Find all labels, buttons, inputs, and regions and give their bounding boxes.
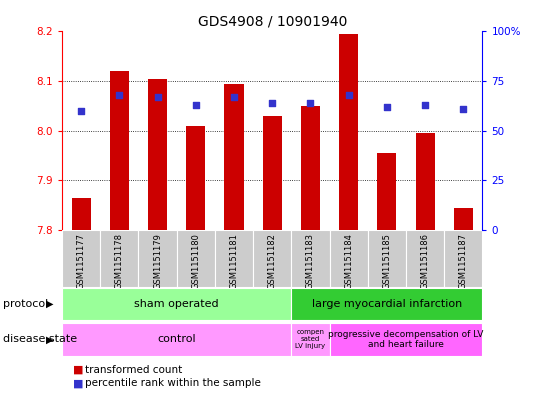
Bar	[416, 133, 434, 230]
Text: compen
sated
LV injury: compen sated LV injury	[295, 329, 326, 349]
Text: GSM1151185: GSM1151185	[382, 233, 391, 288]
Bar	[148, 79, 167, 230]
Text: disease state: disease state	[3, 334, 77, 344]
Text: protocol: protocol	[3, 299, 48, 309]
Text: ■: ■	[73, 378, 83, 388]
Bar	[186, 126, 205, 230]
Bar	[291, 230, 329, 287]
Bar	[62, 288, 291, 320]
Point	[230, 94, 238, 100]
Bar	[110, 71, 129, 230]
Text: GSM1151184: GSM1151184	[344, 233, 353, 288]
Bar	[329, 230, 368, 287]
Bar	[72, 198, 91, 230]
Bar	[301, 106, 320, 230]
Bar	[62, 323, 291, 356]
Point	[153, 94, 162, 100]
Bar	[100, 230, 139, 287]
Bar	[339, 34, 358, 230]
Point	[344, 92, 353, 98]
Text: GSM1151178: GSM1151178	[115, 233, 124, 289]
Bar	[368, 230, 406, 287]
Text: ▶: ▶	[46, 299, 53, 309]
Text: ▶: ▶	[46, 334, 53, 344]
Bar	[329, 323, 482, 356]
Bar	[291, 323, 329, 356]
Point	[383, 104, 391, 110]
Bar	[253, 230, 291, 287]
Title: GDS4908 / 10901940: GDS4908 / 10901940	[197, 15, 347, 29]
Text: percentile rank within the sample: percentile rank within the sample	[85, 378, 261, 388]
Point	[459, 106, 468, 112]
Bar	[291, 288, 482, 320]
Text: ■: ■	[73, 365, 83, 375]
Bar	[406, 230, 444, 287]
Text: GSM1151177: GSM1151177	[77, 233, 86, 289]
Bar	[377, 153, 396, 230]
Text: GSM1151186: GSM1151186	[420, 233, 430, 289]
Text: control: control	[157, 334, 196, 344]
Bar	[177, 230, 215, 287]
Bar	[444, 230, 482, 287]
Point	[421, 102, 430, 108]
Text: GSM1151187: GSM1151187	[459, 233, 468, 289]
Text: sham operated: sham operated	[134, 299, 219, 309]
Bar	[215, 230, 253, 287]
Text: large myocardial infarction: large myocardial infarction	[312, 299, 462, 309]
Point	[268, 100, 277, 106]
Bar	[139, 230, 177, 287]
Text: GSM1151179: GSM1151179	[153, 233, 162, 288]
Bar	[62, 230, 100, 287]
Text: progressive decompensation of LV
and heart failure: progressive decompensation of LV and hea…	[328, 330, 483, 349]
Text: GSM1151182: GSM1151182	[268, 233, 277, 288]
Bar	[454, 208, 473, 230]
Text: GSM1151180: GSM1151180	[191, 233, 201, 288]
Bar	[224, 84, 244, 230]
Bar	[262, 116, 282, 230]
Point	[77, 108, 85, 114]
Point	[115, 92, 123, 98]
Text: GSM1151181: GSM1151181	[230, 233, 238, 288]
Point	[306, 100, 315, 106]
Text: GSM1151183: GSM1151183	[306, 233, 315, 289]
Text: transformed count: transformed count	[85, 365, 182, 375]
Point	[191, 102, 200, 108]
